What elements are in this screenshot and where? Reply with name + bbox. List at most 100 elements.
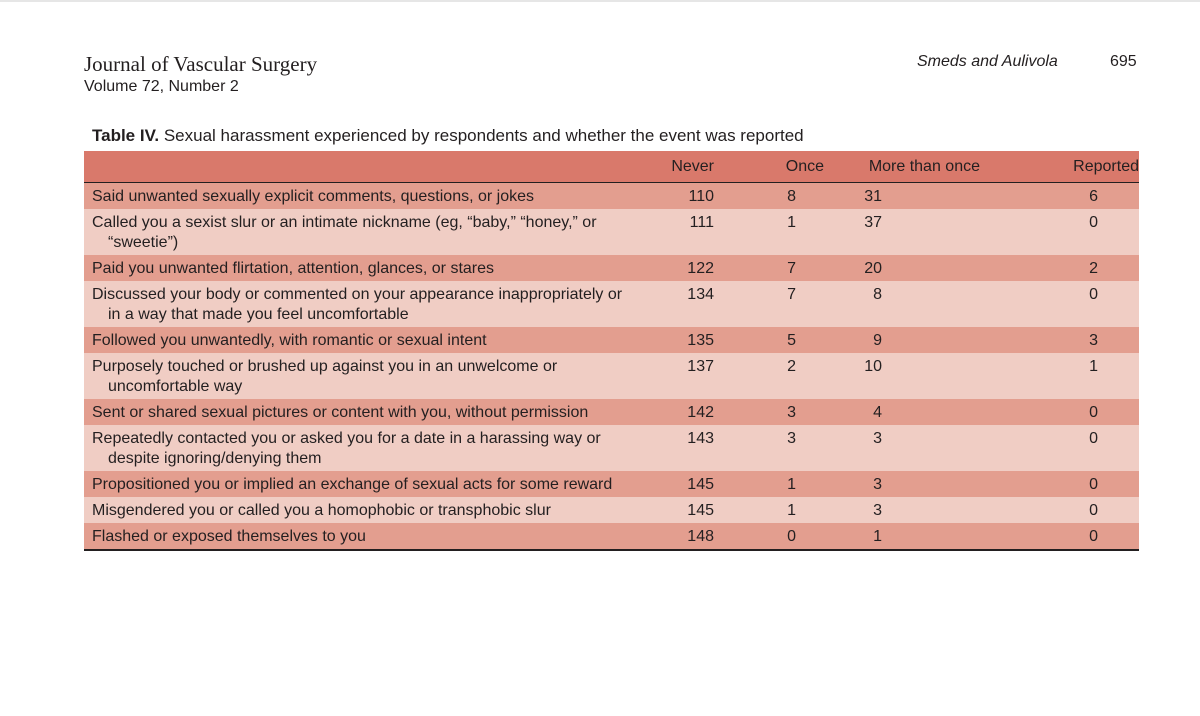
cell-once-text: 3 xyxy=(787,430,796,447)
cell-never-text: 137 xyxy=(687,358,714,375)
harassment-table: Never Once More than once Reported Said … xyxy=(84,151,1139,551)
cell-more-than-once: 10 xyxy=(824,353,980,399)
row-label-text: Discussed your body or commented on your… xyxy=(92,286,623,323)
cell-more-than-once-text: 4 xyxy=(873,404,882,421)
journal-title: Journal of Vascular Surgery xyxy=(84,52,318,76)
running-head-authors: Smeds and Aulivola xyxy=(917,53,1058,70)
cell-never: 137 xyxy=(632,353,714,399)
journal-volume: Volume 72, Number 2 xyxy=(84,78,239,95)
row-label-text: Misgendered you or called you a homophob… xyxy=(92,502,551,519)
cell-once-text: 0 xyxy=(787,528,796,545)
cell-never-text: 142 xyxy=(687,404,714,421)
row-label: Followed you unwantedly, with romantic o… xyxy=(84,327,632,353)
cell-never: 142 xyxy=(632,399,714,425)
cell-once-text: 7 xyxy=(787,286,796,303)
cell-reported-text: 0 xyxy=(1089,476,1098,493)
cell-more-than-once: 3 xyxy=(824,497,980,523)
cell-once: 1 xyxy=(714,471,824,497)
table-row: Purposely touched or brushed up against … xyxy=(84,353,1139,399)
row-label: Called you a sexist slur or an intimate … xyxy=(84,209,632,255)
table-caption: Table IV. Sexual harassment experienced … xyxy=(92,126,804,146)
row-label: Sent or shared sexual pictures or conten… xyxy=(84,399,632,425)
row-label: Discussed your body or commented on your… xyxy=(84,281,632,327)
cell-more-than-once: 4 xyxy=(824,399,980,425)
cell-more-than-once-text: 20 xyxy=(864,260,882,277)
cell-never: 135 xyxy=(632,327,714,353)
cell-more-than-once-text: 1 xyxy=(873,528,882,545)
cell-reported: 0 xyxy=(980,497,1139,523)
cell-reported-text: 0 xyxy=(1089,286,1098,303)
table-caption-text: Sexual harassment experienced by respond… xyxy=(163,126,804,145)
row-label: Misgendered you or called you a homophob… xyxy=(84,497,632,523)
cell-once-text: 1 xyxy=(787,214,796,231)
table-row: Followed you unwantedly, with romantic o… xyxy=(84,327,1139,353)
row-label-text: Followed you unwantedly, with romantic o… xyxy=(92,332,487,349)
cell-reported-text: 0 xyxy=(1089,430,1098,447)
cell-never: 122 xyxy=(632,255,714,281)
cell-more-than-once: 37 xyxy=(824,209,980,255)
cell-never: 145 xyxy=(632,497,714,523)
cell-never-text: 135 xyxy=(687,332,714,349)
cell-once: 2 xyxy=(714,353,824,399)
row-label-text: Purposely touched or brushed up against … xyxy=(92,358,558,395)
cell-once-text: 2 xyxy=(787,358,796,375)
cell-more-than-once-text: 3 xyxy=(873,430,882,447)
cell-once: 1 xyxy=(714,209,824,255)
table-caption-label: Table IV. xyxy=(92,126,160,145)
cell-more-than-once: 3 xyxy=(824,471,980,497)
cell-never-text: 122 xyxy=(687,260,714,277)
cell-reported: 0 xyxy=(980,523,1139,551)
cell-reported-text: 1 xyxy=(1089,358,1098,375)
cell-more-than-once-text: 8 xyxy=(873,286,882,303)
row-label: Repeatedly contacted you or asked you fo… xyxy=(84,425,632,471)
table-header-row: Never Once More than once Reported xyxy=(84,151,1139,183)
cell-reported-text: 2 xyxy=(1089,260,1098,277)
cell-reported: 0 xyxy=(980,399,1139,425)
cell-never: 148 xyxy=(632,523,714,551)
cell-more-than-once: 31 xyxy=(824,182,980,209)
row-label-text: Said unwanted sexually explicit comments… xyxy=(92,188,534,205)
cell-once-text: 8 xyxy=(787,188,796,205)
cell-never-text: 145 xyxy=(687,476,714,493)
cell-reported: 0 xyxy=(980,471,1139,497)
cell-once: 1 xyxy=(714,497,824,523)
cell-reported: 0 xyxy=(980,281,1139,327)
cell-never-text: 110 xyxy=(688,188,714,205)
cell-more-than-once-text: 3 xyxy=(873,476,882,493)
cell-more-than-once-text: 37 xyxy=(864,214,882,231)
column-header-once: Once xyxy=(714,151,824,183)
cell-reported: 1 xyxy=(980,353,1139,399)
cell-more-than-once: 9 xyxy=(824,327,980,353)
cell-more-than-once: 8 xyxy=(824,281,980,327)
table-row: Said unwanted sexually explicit comments… xyxy=(84,182,1139,209)
cell-more-than-once-text: 9 xyxy=(873,332,882,349)
row-label: Said unwanted sexually explicit comments… xyxy=(84,182,632,209)
cell-reported-text: 3 xyxy=(1089,332,1098,349)
table-row: Flashed or exposed themselves to you 148 0… xyxy=(84,523,1139,551)
column-header-item xyxy=(84,151,632,183)
cell-once: 8 xyxy=(714,182,824,209)
cell-reported: 2 xyxy=(980,255,1139,281)
cell-more-than-once-text: 31 xyxy=(864,188,882,205)
table-row: Misgendered you or called you a homophob… xyxy=(84,497,1139,523)
cell-once-text: 5 xyxy=(787,332,796,349)
column-header-reported: Reported xyxy=(980,151,1139,183)
cell-once-text: 1 xyxy=(787,476,796,493)
cell-never-text: 148 xyxy=(687,528,714,545)
cell-once: 7 xyxy=(714,255,824,281)
cell-reported: 6 xyxy=(980,182,1139,209)
row-label-text: Called you a sexist slur or an intimate … xyxy=(92,214,597,251)
top-rule xyxy=(0,0,1200,2)
table-row: Propositioned you or implied an exchange… xyxy=(84,471,1139,497)
row-label-text: Sent or shared sexual pictures or conten… xyxy=(92,404,589,421)
cell-more-than-once: 3 xyxy=(824,425,980,471)
cell-never-text: 111 xyxy=(689,214,714,231)
cell-never: 110 xyxy=(632,182,714,209)
cell-never: 143 xyxy=(632,425,714,471)
cell-reported-text: 0 xyxy=(1089,214,1098,231)
cell-more-than-once-text: 10 xyxy=(864,358,882,375)
cell-never: 145 xyxy=(632,471,714,497)
row-label-text: Paid you unwanted flirtation, attention,… xyxy=(92,260,495,277)
row-label: Propositioned you or implied an exchange… xyxy=(84,471,632,497)
cell-never: 111 xyxy=(632,209,714,255)
